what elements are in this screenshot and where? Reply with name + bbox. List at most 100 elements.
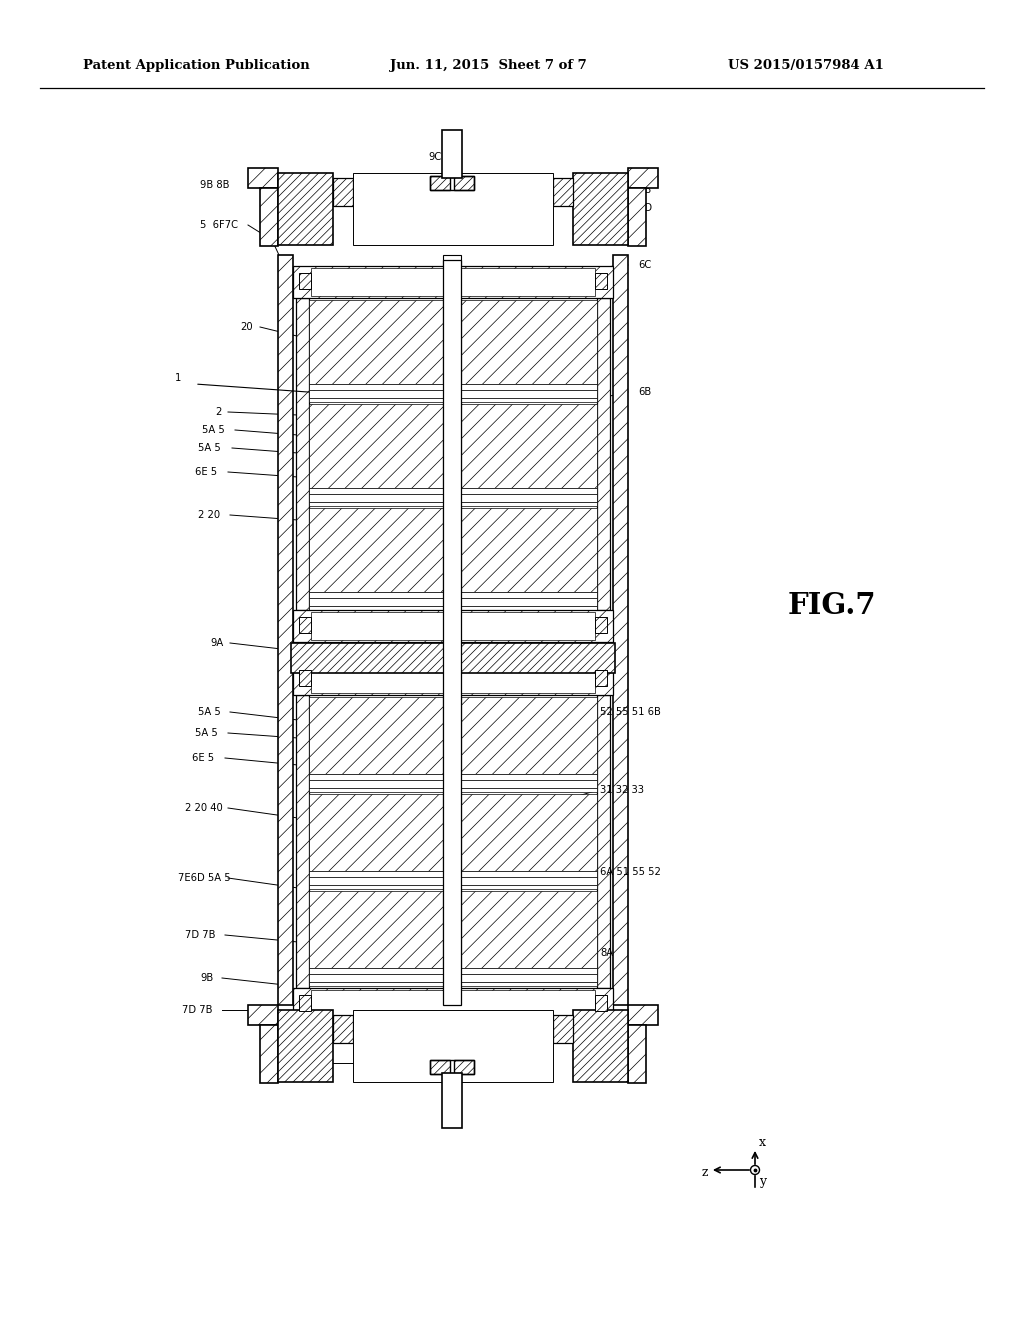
Bar	[309, 591, 597, 598]
Text: 20: 20	[240, 322, 253, 333]
Text: 7D 7B: 7D 7B	[185, 931, 215, 940]
Bar	[430, 1060, 450, 1074]
Bar	[353, 173, 553, 246]
Bar	[628, 1005, 658, 1026]
Bar	[311, 612, 595, 640]
Bar	[353, 1010, 553, 1082]
Bar	[309, 795, 597, 871]
Bar	[309, 389, 597, 399]
Text: 6B: 6B	[638, 387, 651, 397]
Bar	[309, 488, 597, 494]
Bar	[595, 995, 607, 1011]
Bar	[613, 255, 628, 1005]
Bar	[309, 384, 597, 389]
Bar	[296, 298, 309, 610]
Text: 9C: 9C	[428, 152, 441, 162]
Text: 5  6F7C: 5 6F7C	[200, 220, 238, 230]
Text: 9B: 9B	[200, 973, 213, 983]
Circle shape	[751, 1166, 760, 1175]
Text: y: y	[759, 1176, 766, 1188]
Bar	[309, 974, 597, 982]
Text: 1: 1	[175, 374, 181, 383]
Bar	[430, 176, 474, 190]
Bar	[309, 508, 597, 591]
Text: US 2015/0157984 A1: US 2015/0157984 A1	[728, 58, 884, 71]
Bar	[430, 1060, 474, 1074]
Bar	[309, 697, 597, 774]
Bar	[430, 176, 450, 190]
Bar	[278, 173, 333, 246]
Bar	[309, 788, 597, 792]
Bar	[553, 1015, 573, 1043]
Bar	[309, 494, 597, 502]
Bar	[309, 502, 597, 506]
Bar	[597, 298, 610, 610]
Bar	[628, 1026, 646, 1082]
Bar	[309, 598, 597, 606]
Text: z: z	[702, 1167, 709, 1180]
Text: 5A 5: 5A 5	[198, 708, 221, 717]
Bar	[248, 168, 278, 187]
Bar	[553, 178, 573, 206]
Bar	[333, 178, 353, 206]
Bar	[260, 1026, 278, 1082]
Bar	[442, 129, 462, 178]
Bar	[443, 260, 461, 1005]
Text: 7D: 7D	[638, 203, 652, 213]
Bar	[309, 968, 597, 974]
Text: 7B: 7B	[638, 185, 651, 195]
Bar	[260, 187, 278, 246]
Bar	[595, 671, 607, 686]
Text: Patent Application Publication: Patent Application Publication	[83, 58, 309, 71]
Bar	[595, 616, 607, 634]
Bar	[293, 663, 613, 696]
Bar	[293, 987, 613, 1020]
Bar	[311, 990, 595, 1018]
Bar	[291, 643, 615, 673]
Bar	[299, 616, 311, 634]
Bar	[293, 610, 613, 642]
Text: 31 32 33: 31 32 33	[600, 785, 644, 795]
Bar	[309, 300, 597, 384]
Bar	[311, 665, 595, 693]
Bar	[309, 982, 597, 986]
Text: 2: 2	[215, 407, 221, 417]
Bar	[278, 1010, 333, 1082]
Bar	[299, 273, 311, 289]
Bar	[309, 871, 597, 876]
Bar	[595, 273, 607, 289]
Text: 9B 8B: 9B 8B	[200, 180, 229, 190]
Bar	[442, 1073, 462, 1129]
Bar	[309, 399, 597, 403]
Bar	[248, 1005, 278, 1026]
Text: 2 20 40: 2 20 40	[185, 803, 223, 813]
Bar	[309, 876, 597, 884]
Text: x: x	[759, 1137, 766, 1150]
Text: 2 20: 2 20	[198, 510, 220, 520]
Bar	[628, 187, 646, 246]
Text: Jun. 11, 2015  Sheet 7 of 7: Jun. 11, 2015 Sheet 7 of 7	[390, 58, 587, 71]
Bar	[443, 255, 461, 1005]
Text: 7E6D 5A 5: 7E6D 5A 5	[178, 873, 230, 883]
Text: 9A: 9A	[210, 638, 223, 648]
Text: 7D 7B: 7D 7B	[182, 1005, 213, 1015]
Bar	[293, 267, 613, 298]
Text: 6A 51 55 52: 6A 51 55 52	[600, 867, 660, 876]
Bar	[299, 995, 311, 1011]
Text: 6C: 6C	[638, 260, 651, 271]
Bar	[311, 268, 595, 296]
Bar	[454, 1060, 474, 1074]
Text: 8A: 8A	[600, 948, 613, 958]
Text: 6E 5: 6E 5	[193, 752, 214, 763]
Bar	[309, 774, 597, 780]
Bar	[309, 891, 597, 968]
Bar	[278, 255, 293, 1005]
Text: FIG.7: FIG.7	[788, 590, 877, 619]
Bar	[309, 884, 597, 888]
Bar	[309, 606, 597, 610]
Bar	[454, 176, 474, 190]
Text: 5A 5: 5A 5	[202, 425, 224, 436]
Bar	[296, 696, 309, 987]
Text: 9C: 9C	[308, 1059, 322, 1068]
Bar	[573, 173, 628, 246]
